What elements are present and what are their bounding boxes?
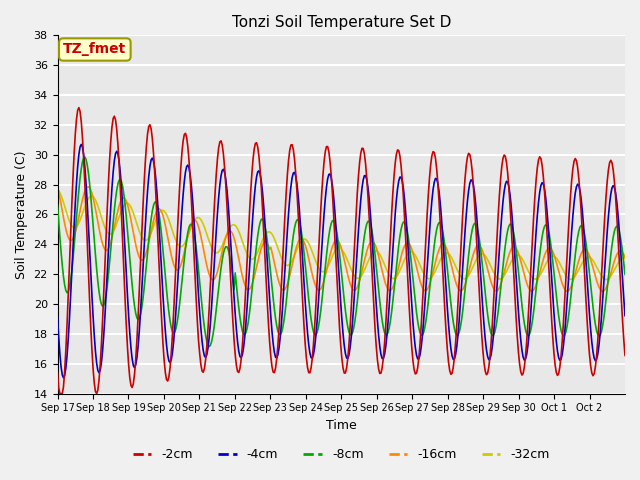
X-axis label: Time: Time: [326, 419, 356, 432]
Title: Tonzi Soil Temperature Set D: Tonzi Soil Temperature Set D: [232, 15, 451, 30]
Y-axis label: Soil Temperature (C): Soil Temperature (C): [15, 150, 28, 279]
Text: TZ_fmet: TZ_fmet: [63, 43, 127, 57]
Legend: -2cm, -4cm, -8cm, -16cm, -32cm: -2cm, -4cm, -8cm, -16cm, -32cm: [128, 443, 555, 466]
